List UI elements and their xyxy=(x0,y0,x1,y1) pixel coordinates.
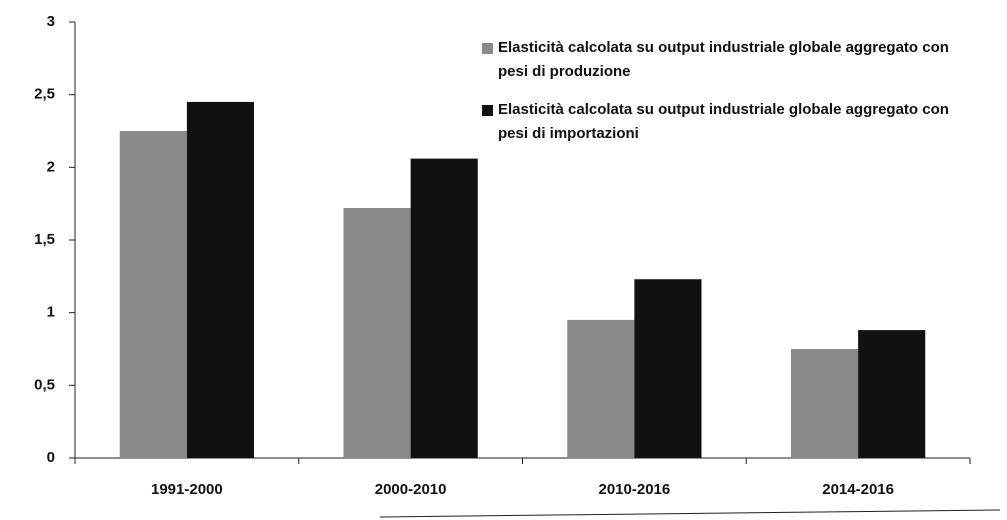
bar xyxy=(119,131,187,458)
x-tick-label: 2014-2016 xyxy=(822,481,894,498)
legend-entry: Elasticità calcolata su output industria… xyxy=(482,98,982,146)
y-tick-label: 1 xyxy=(47,304,55,321)
legend-swatch xyxy=(482,105,493,116)
legend-label: Elasticità calcolata su output industria… xyxy=(498,101,949,142)
x-tick-label: 1991-2000 xyxy=(151,481,223,498)
bar xyxy=(410,158,478,458)
legend-swatch xyxy=(482,43,493,54)
y-tick-label: 0 xyxy=(47,449,55,466)
bar xyxy=(634,279,702,458)
y-tick-label: 2,5 xyxy=(34,86,55,103)
x-tick-label: 2000-2010 xyxy=(375,481,447,498)
y-tick-label: 2 xyxy=(47,158,55,175)
legend-label: Elasticità calcolata su output industria… xyxy=(498,39,949,80)
legend-entry: Elasticità calcolata su output industria… xyxy=(482,36,982,84)
y-tick-label: 3 xyxy=(47,13,55,30)
bar xyxy=(186,101,254,458)
bar xyxy=(791,349,859,458)
scan-line xyxy=(379,509,1001,518)
x-tick-label: 2010-2016 xyxy=(599,481,671,498)
y-tick-label: 0,5 xyxy=(34,376,55,393)
bar xyxy=(858,330,926,458)
y-tick-label: 1,5 xyxy=(34,231,55,248)
bar xyxy=(567,319,635,458)
bar xyxy=(343,208,411,458)
legend: Elasticità calcolata su output industria… xyxy=(482,36,982,160)
